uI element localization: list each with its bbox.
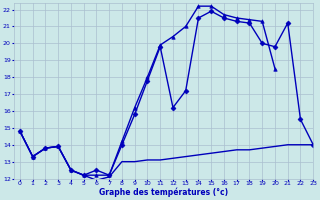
X-axis label: Graphe des températures (°c): Graphe des températures (°c) [99,188,228,197]
